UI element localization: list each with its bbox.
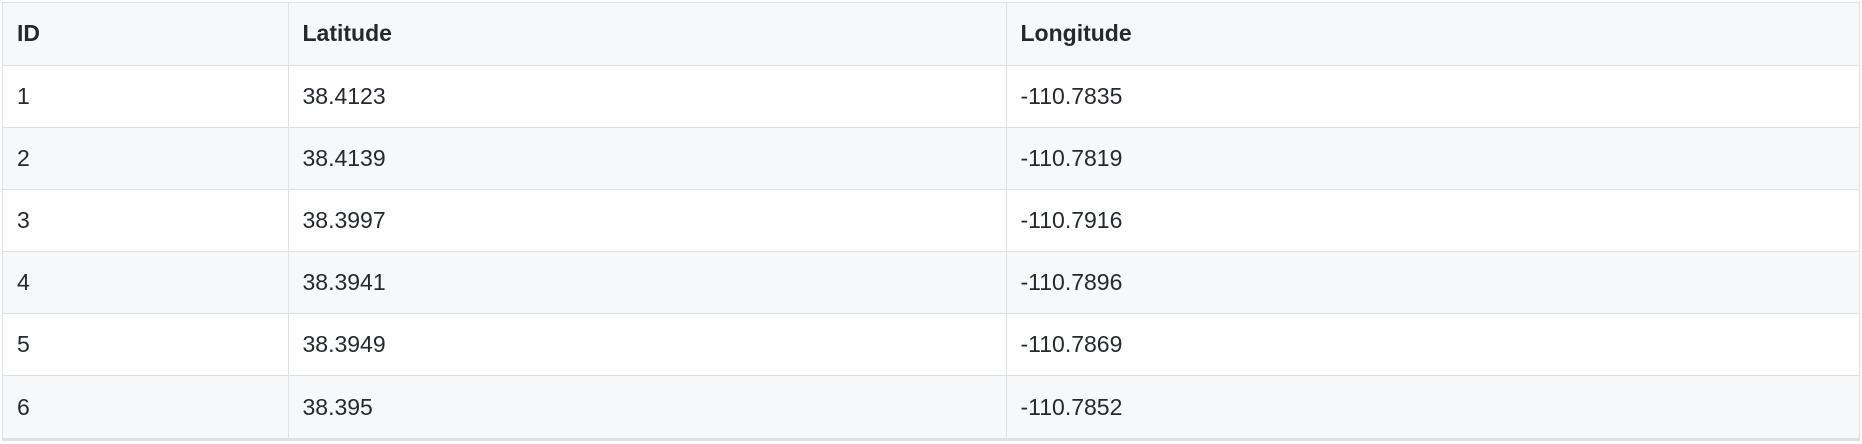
table-row: 5 38.3949 -110.7869 <box>3 313 1859 376</box>
cell-longitude: -110.7819 <box>1005 126 1859 190</box>
cell-latitude: 38.395 <box>287 375 1006 438</box>
cell-latitude: 38.4139 <box>287 126 1006 190</box>
table-row: 2 38.4139 -110.7819 <box>3 126 1859 190</box>
table-row: 1 38.4123 -110.7835 <box>3 64 1859 128</box>
cell-longitude: -110.7852 <box>1005 375 1859 438</box>
cell-longitude: -110.7916 <box>1005 188 1859 252</box>
column-header-id: ID <box>3 3 288 65</box>
table-row: 6 38.395 -110.7852 <box>3 375 1859 438</box>
table-row: 3 38.3997 -110.7916 <box>3 188 1859 252</box>
header-row: ID Latitude Longitude <box>3 3 1859 65</box>
cell-id: 1 <box>3 64 288 128</box>
cell-id: 2 <box>3 126 288 190</box>
cell-latitude: 38.4123 <box>287 64 1006 128</box>
cell-latitude: 38.3997 <box>287 188 1006 252</box>
cell-longitude: -110.7869 <box>1005 313 1859 376</box>
cell-latitude: 38.3949 <box>287 313 1006 376</box>
cell-latitude: 38.3941 <box>287 250 1006 314</box>
table-header: ID Latitude Longitude <box>3 3 1859 65</box>
cell-longitude: -110.7896 <box>1005 250 1859 314</box>
cell-id: 4 <box>3 250 288 314</box>
cell-id: 5 <box>3 313 288 376</box>
coordinates-table: ID Latitude Longitude 1 38.4123 -110.783… <box>3 3 1859 438</box>
table-body: 1 38.4123 -110.7835 2 38.4139 -110.7819 … <box>3 64 1859 438</box>
table-row: 4 38.3941 -110.7896 <box>3 250 1859 314</box>
column-header-longitude: Longitude <box>1005 3 1859 65</box>
cell-longitude: -110.7835 <box>1005 64 1859 128</box>
cell-id: 6 <box>3 375 288 438</box>
column-header-latitude: Latitude <box>287 3 1006 65</box>
cell-id: 3 <box>3 188 288 252</box>
